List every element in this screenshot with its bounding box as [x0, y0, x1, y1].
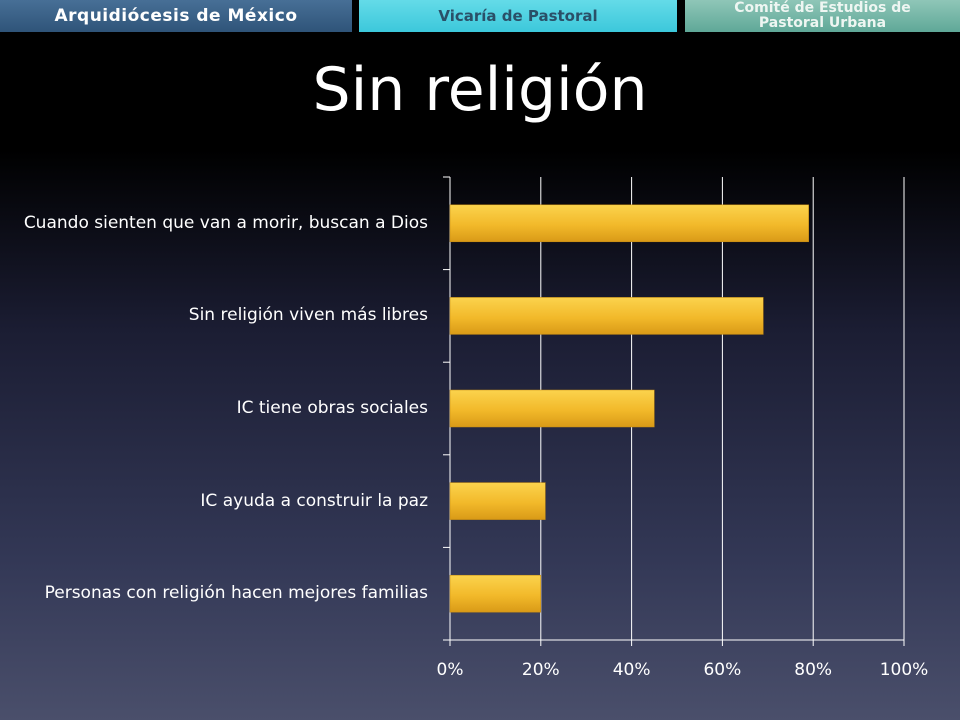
bar: [449, 204, 809, 243]
bar: [449, 389, 655, 428]
header-tab-comite[interactable]: Comité de Estudios de Pastoral Urbana: [685, 0, 960, 32]
bar: [449, 297, 764, 335]
header-tab-vicaria[interactable]: Vicaría de Pastoral: [359, 0, 677, 32]
x-tick-label: 80%: [794, 660, 833, 680]
category-label: Personas con religión hacen mejores fami…: [44, 583, 428, 604]
category-label: Cuando sienten que van a morir, buscan a…: [23, 212, 428, 233]
bar: [449, 482, 546, 520]
header-tab-label: Vicaría de Pastoral: [438, 7, 598, 25]
chart-svg: [443, 176, 905, 646]
x-tick-label: 0%: [436, 660, 464, 680]
category-label: IC tiene obras sociales: [236, 398, 428, 418]
bar: [449, 574, 542, 613]
header-tab-label-line1: Comité de Estudios de: [734, 0, 911, 16]
header-tab-label-line2: Pastoral Urbana: [758, 15, 887, 31]
x-tick-label: 60%: [703, 660, 742, 680]
x-tick-label: 20%: [521, 660, 560, 680]
category-label: IC ayuda a construir la paz: [200, 490, 428, 511]
header-tab-label: Arquidiócesis de México: [54, 6, 298, 26]
x-tick-label: 40%: [612, 660, 651, 680]
header-tab-arquidiocesis[interactable]: Arquidiócesis de México: [0, 0, 352, 32]
x-tick-label: 100%: [879, 660, 929, 680]
slide-title: Sin religión: [312, 55, 648, 125]
category-label: Sin religión viven más libres: [188, 305, 428, 326]
header-bar: Arquidiócesis de México Vicaría de Pasto…: [0, 0, 960, 32]
